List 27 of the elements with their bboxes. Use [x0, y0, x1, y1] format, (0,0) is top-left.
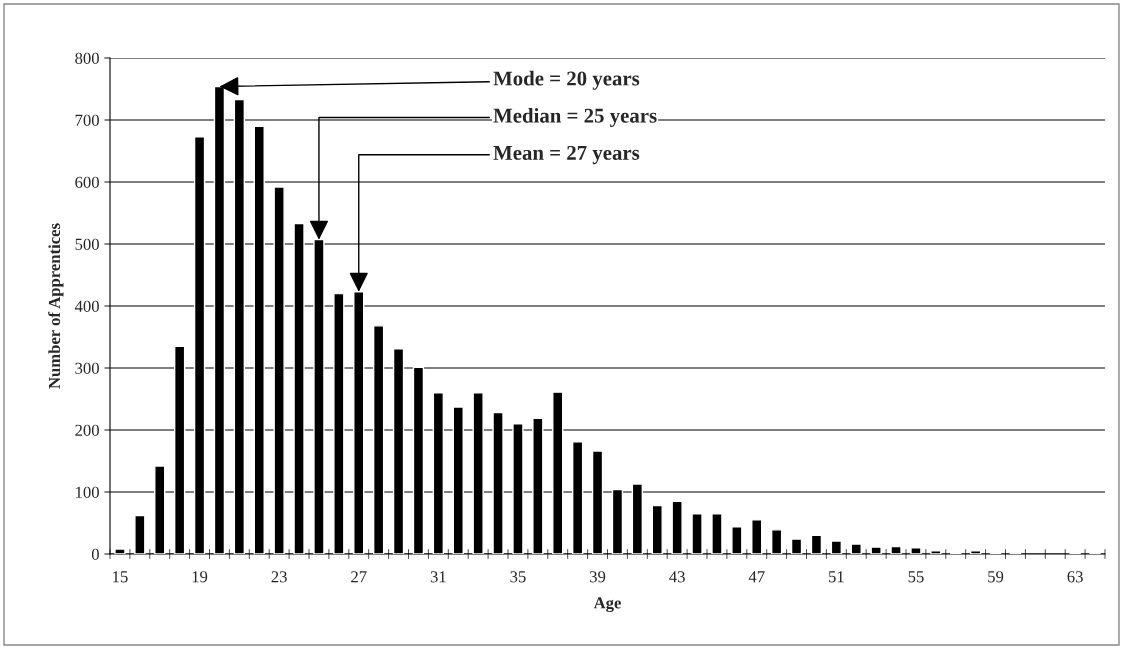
annotation: Median = 25 years — [493, 108, 657, 127]
x-tick-label: 31 — [430, 571, 446, 583]
y-tick-label: 0 — [91, 548, 99, 560]
x-tick-label: 19 — [192, 571, 208, 583]
x-tick-label: 55 — [908, 571, 924, 583]
x-tick-label: 63 — [1067, 571, 1083, 583]
x-tick-label: 51 — [828, 571, 844, 583]
y-axis-title: Number of Apprentices — [48, 223, 64, 389]
y-tick-label: 800 — [75, 52, 99, 64]
y-tick-label: 500 — [75, 238, 99, 250]
y-tick-label: 200 — [75, 424, 99, 436]
x-tick-label: 35 — [510, 571, 526, 583]
y-tick-label: 400 — [74, 300, 99, 312]
x-tick-label: 27 — [351, 571, 367, 583]
y-tick-label: 100 — [76, 486, 99, 498]
annotation: Mean = 27 years — [493, 145, 640, 165]
x-tick-label: 47 — [748, 571, 765, 583]
x-tick-label: 43 — [669, 571, 685, 583]
x-axis-title: Age — [593, 597, 621, 613]
x-tick-label: 59 — [988, 571, 1004, 583]
x-tick-label: 39 — [590, 571, 606, 583]
annotation: Mode = 20 years — [493, 70, 640, 90]
x-tick-label: 15 — [113, 571, 128, 583]
x-tick-label: 23 — [271, 571, 287, 583]
y-tick-label: 300 — [75, 362, 99, 374]
y-tick-label: 700 — [75, 114, 99, 126]
y-tick-label: 600 — [75, 176, 99, 188]
